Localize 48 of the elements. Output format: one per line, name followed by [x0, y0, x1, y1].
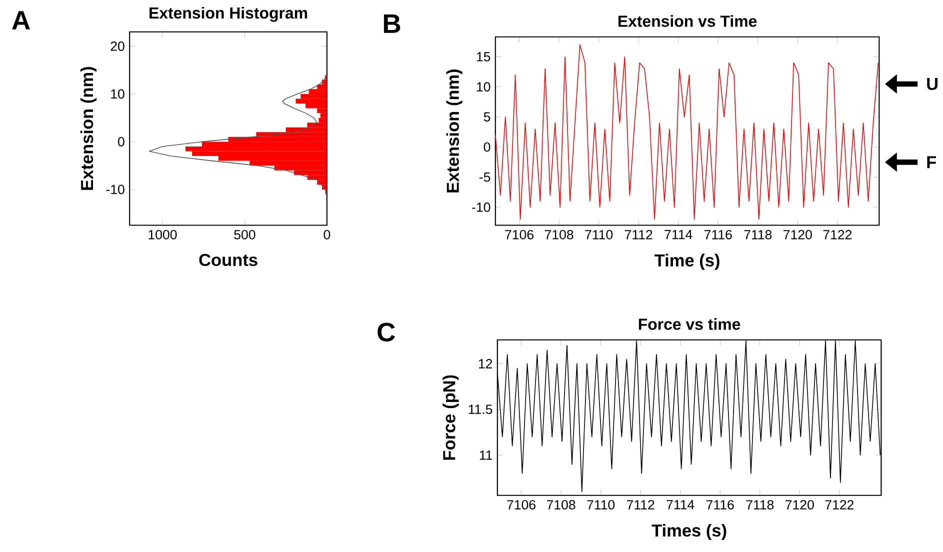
x-tick-label: 7116 — [706, 500, 734, 510]
x-tick-label: 7122 — [823, 230, 852, 240]
y-tick-label: 0 — [118, 136, 124, 146]
chart-title: Extension Histogram — [150, 6, 308, 22]
y-tick-label: 10 — [476, 82, 490, 92]
y-tick-label: 20 — [110, 41, 124, 51]
chart-title: Force vs time — [638, 318, 740, 330]
y-tick-label: 0 — [484, 142, 490, 152]
x-tick-label: 7112 — [626, 500, 654, 510]
x-tick-label: 7112 — [624, 230, 652, 240]
x-tick-label: 0 — [324, 230, 330, 240]
x-tick-label: 7122 — [825, 500, 854, 510]
x-tick-label: 1000 — [148, 230, 177, 240]
text: F — [927, 156, 936, 168]
x-tick-label: 7106 — [505, 230, 534, 240]
x-tick-label: 7110 — [587, 500, 615, 510]
x-tick-label: 7118 — [746, 500, 774, 510]
y-axis-title: Force (pN) — [442, 375, 459, 460]
x-tick-label: 7120 — [784, 230, 812, 240]
x-tick-label: 7108 — [544, 230, 574, 240]
y-tick-label: 15 — [476, 52, 490, 62]
y-tick-label: -10 — [106, 184, 124, 194]
y-tick-label: 11 — [480, 450, 492, 460]
x-axis-title: Times (s) — [652, 524, 726, 540]
x-tick-label: 7116 — [704, 230, 732, 240]
text: C — [378, 322, 395, 342]
x-tick-label: 7114 — [666, 500, 694, 510]
x-axis-title: Counts — [199, 254, 258, 266]
x-tick-label: 7106 — [507, 500, 536, 510]
y-tick-label: -5 — [479, 172, 490, 182]
y-tick-label: 11.5 — [468, 404, 492, 414]
x-tick-label: 7114 — [664, 230, 692, 239]
y-axis-title: Extension (nm) — [80, 66, 97, 190]
y-axis-title: Extension (nm) — [446, 69, 462, 192]
x-tick-label: 7120 — [786, 500, 814, 510]
text: A — [12, 11, 30, 30]
chart-title: Extension vs Time — [618, 15, 757, 27]
x-tick-label: 7108 — [546, 500, 576, 510]
y-tick-label: 10 — [111, 89, 124, 99]
x-tick-label: 7110 — [585, 230, 613, 240]
x-tick-label: 500 — [234, 230, 256, 240]
x-axis-title: Time (s) — [654, 254, 720, 270]
y-tick-label: -10 — [472, 202, 490, 212]
text: U — [927, 78, 938, 90]
y-tick-label: 12 — [478, 358, 492, 368]
y-tick-label: 5 — [484, 112, 490, 122]
text: B — [384, 14, 400, 33]
x-tick-label: 7118 — [744, 230, 772, 240]
